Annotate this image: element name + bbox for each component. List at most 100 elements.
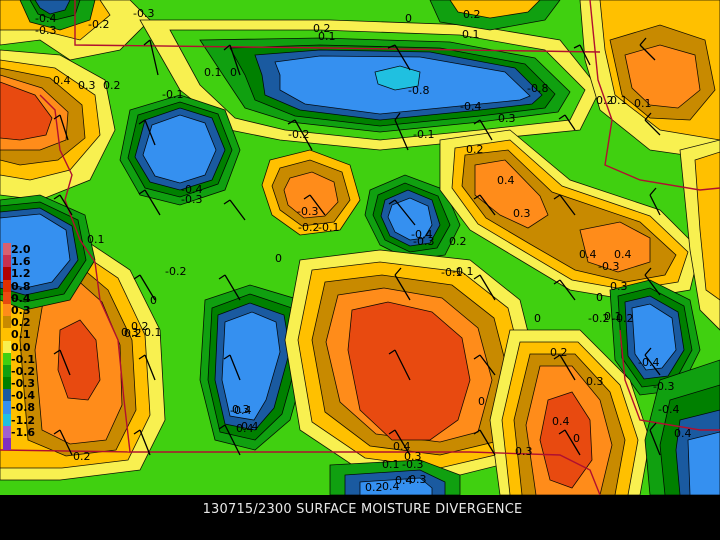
contour-value-label: -0.3 [598, 260, 619, 273]
contour-value-label: 0.2 [313, 22, 331, 35]
legend-label: 0.2 [11, 316, 31, 330]
legend-entry: -0.1 [3, 352, 51, 366]
contour-value-label: -0.4 [230, 404, 251, 417]
contour-value-label: -0.8 [408, 84, 429, 97]
legend-label: -1.6 [11, 425, 36, 439]
contour-value-label: -0.3 [402, 458, 423, 471]
contour-value-label: -0.3 [35, 24, 56, 37]
legend-entry: 1.2 [3, 267, 51, 281]
legend-swatch [3, 303, 11, 317]
contour-value-label: -0.4 [411, 228, 432, 241]
contour-value-label: -0.8 [527, 82, 548, 95]
contour-value-label: 0.4 [236, 422, 254, 435]
contour-value-label: 0.4 [674, 427, 692, 440]
contour-value-label: 0 [534, 312, 541, 325]
contour-value-label: 0.1 [634, 97, 652, 110]
contour-value-label: 0 [230, 66, 237, 79]
legend-swatch [3, 291, 11, 304]
legend-label: 0.1 [11, 328, 31, 342]
contour-value-label: 0.3 [515, 445, 533, 458]
legend-label: 0.3 [11, 303, 31, 317]
contour-labels: -0.4-0.3 -0.2-0.30.20.10 0.20.10.1 0-0.8 -0.… [35, 7, 692, 494]
legend-entry: 1.6 [3, 255, 51, 268]
contour-value-label: 0.3 [610, 280, 628, 293]
legend-swatch [3, 401, 11, 414]
contour-value-label: 0.2 [596, 94, 614, 107]
legend-entry [3, 438, 51, 451]
contour-value-label: 0.2 [103, 79, 121, 92]
legend-swatch [3, 267, 11, 280]
contour-value-label: 0.2 [124, 327, 142, 340]
contour-value-label: 0 [405, 12, 412, 25]
color-legend: 2.0 1.6 1.2 0.8 0.4 0.3 0.2 0.1 0.0 -0.1 -0.2 -0.3-… [3, 243, 51, 451]
contour-value-label: -0.1 [413, 128, 434, 141]
legend-label: 1.2 [11, 267, 31, 281]
legend-label: 0.8 [11, 279, 31, 293]
legend-entry: -1.2 [3, 413, 51, 426]
contour-value-label: -0.3 [181, 193, 202, 206]
contour-value-label: 0.2 [131, 320, 149, 333]
contour-value-label: 0.4 [552, 415, 570, 428]
legend-label: -0.4 [11, 389, 36, 403]
contour-value-label: -0.1 [318, 221, 339, 234]
contour-value-label: 0 [478, 395, 485, 408]
state-boundaries [0, 0, 720, 495]
contour-value-label: -0.4 [460, 100, 481, 113]
contour-value-label: 0.1 [87, 233, 105, 246]
contour-value-label: -0.2 [165, 265, 186, 278]
contour-value-label: 0.3 [121, 326, 139, 339]
contour-value-label: -0.2 [298, 221, 319, 234]
contour-value-label: -0.4 [35, 12, 56, 25]
contour-value-label: 0.3 [78, 79, 96, 92]
legend-swatch [3, 255, 11, 268]
contour-value-label: -0.4 [638, 356, 659, 369]
legend-entry: 0.3 [3, 303, 51, 317]
contour-value-label: 0.3 [232, 403, 250, 416]
contour-value-label: 0.1 [604, 310, 622, 323]
legend-entry: -0.2 [3, 364, 51, 378]
contour-value-label: -0.1 [441, 266, 462, 279]
legend-entry: 0.0 [3, 340, 51, 353]
legend-label: 2.0 [11, 243, 31, 256]
contour-value-label: 0 [573, 432, 580, 445]
contour-value-label: -0.2 [588, 312, 609, 325]
legend-swatch [3, 328, 11, 341]
contour-value-label: 0.4 [53, 74, 71, 87]
legend-entry: 2.0 [3, 243, 51, 256]
moisture-divergence-map: -0.4-0.3 -0.2-0.30.20.10 0.20.10.1 0-0.8 -0.… [0, 0, 720, 495]
legend-label: -0.3 [11, 377, 36, 391]
contour-value-label: 0.3 [498, 112, 516, 125]
legend-entry: -0.4 [3, 389, 51, 403]
legend-label: -0.2 [11, 364, 36, 378]
contour-value-label: -0.3 [405, 473, 426, 486]
wind-barbs [53, 37, 661, 456]
contour-value-label: 0.1 [144, 326, 162, 339]
legend-entry: -1.6 [3, 425, 51, 439]
legend-swatch [3, 316, 11, 329]
contour-value-label: 0.3 [513, 207, 531, 220]
contour-value-label: -0.3 [413, 235, 434, 248]
contour-value-label: -0.1 [452, 265, 473, 278]
legend-entry: 0.1 [3, 328, 51, 342]
contour-value-label: -0.3 [653, 380, 674, 393]
contour-value-label: -0.4 [378, 480, 399, 493]
contour-value-label: -0.2 [612, 312, 633, 325]
contour-value-label: 0 [150, 294, 157, 307]
contour-value-label: -0.3 [297, 205, 318, 218]
legend-entry: -0.3 [3, 377, 51, 391]
footer-bar [0, 495, 720, 540]
legend-swatch [3, 438, 11, 451]
legend-label: 0.4 [11, 291, 31, 305]
legend-swatch [3, 377, 11, 390]
legend-swatch [3, 389, 11, 402]
legend-swatch [3, 413, 11, 426]
contour-value-label: 0.3 [586, 375, 604, 388]
contour-value-label: 0 [596, 291, 603, 304]
contour-value-label: -0.2 [88, 18, 109, 31]
legend-label: -0.1 [11, 352, 36, 366]
contour-value-label: -0.4 [181, 183, 202, 196]
contour-value-label: -0.4 [237, 420, 258, 433]
legend-swatch [3, 279, 11, 292]
contour-value-label: 0.2 [466, 143, 484, 156]
contour-value-label: -0.1 [162, 88, 183, 101]
